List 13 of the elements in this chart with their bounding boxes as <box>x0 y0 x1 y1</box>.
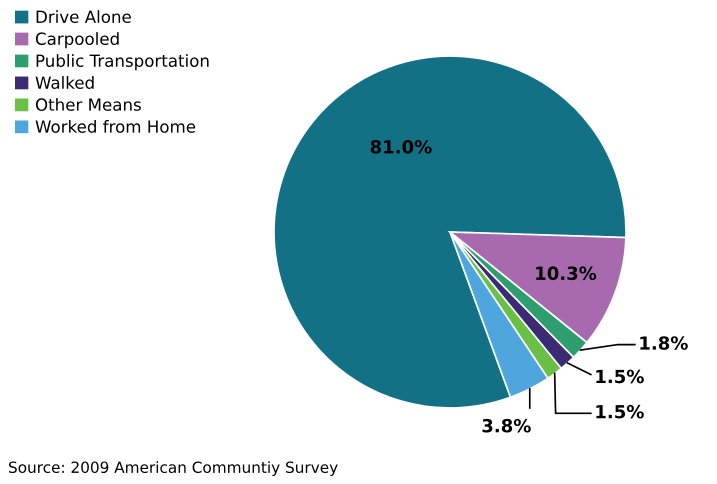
legend-label: Walked <box>36 76 94 89</box>
legend-label: Worked from Home <box>36 120 196 133</box>
data-label: 1.5% <box>596 370 644 384</box>
legend-label: Public Transportation <box>36 54 209 70</box>
legend-label: Drive Alone <box>36 10 131 24</box>
data-label: 1.5% <box>596 404 644 419</box>
source-note: Source: 2009 American Communtiy Survey <box>9 461 338 476</box>
data-label: 1.8% <box>640 336 688 350</box>
data-label: 3.8% <box>482 418 531 433</box>
legend-label: Carpooled <box>36 32 119 48</box>
data-label: 81.0% <box>370 140 432 154</box>
data-label: 10.3% <box>536 266 596 280</box>
legend-label: Other Means <box>36 98 141 111</box>
